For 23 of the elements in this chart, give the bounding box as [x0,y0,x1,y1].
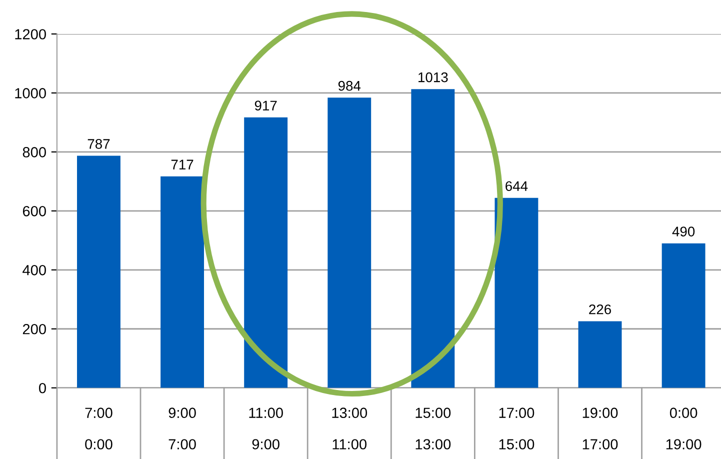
y-tick-label: 200 [22,324,46,334]
data-label: 787 [88,139,110,149]
data-label: 226 [589,304,611,314]
y-tick-label: 800 [22,147,46,158]
data-label: 490 [672,226,695,236]
y-tick-label: 1000 [15,88,46,98]
data-label: 917 [254,100,277,111]
y-tick-label: 600 [22,206,46,216]
category-label: 13:00 11:00 [332,408,368,450]
category-label: 0:00 19:00 [666,408,702,450]
category-label: 15:00 13:00 [416,408,451,450]
y-tick-label: 400 [22,264,46,276]
category-label: 11:00 9:00 [249,408,283,450]
data-label: 984 [338,80,361,91]
category-label: 17:00 15:00 [499,408,534,450]
y-tick-label: 0 [39,382,46,394]
category-label: 19:00 17:00 [582,408,618,450]
category-label: 9:00 7:00 [168,408,196,450]
data-label: 1013 [418,72,448,82]
category-label: 7:00 0:00 [85,408,112,450]
data-label: 644 [506,181,528,192]
data-label: 717 [171,160,194,170]
y-tick-label: 1200 [15,29,46,40]
